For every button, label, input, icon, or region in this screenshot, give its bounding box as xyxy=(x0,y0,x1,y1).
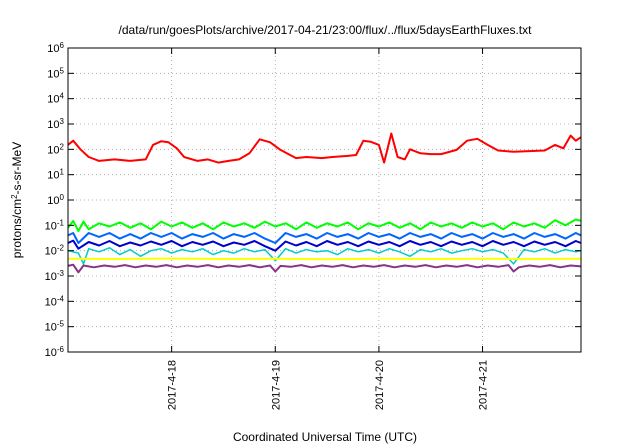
series-line-5 xyxy=(67,239,582,252)
y-tick-label: 103 xyxy=(47,117,64,132)
y-tick-label: 10-1 xyxy=(45,218,65,233)
y-axis-label-pre: protons/cm xyxy=(10,199,24,258)
y-tick-label: 102 xyxy=(47,142,64,157)
y-tick-label: 104 xyxy=(47,91,64,106)
x-tick-label: 2017-4-19 xyxy=(270,360,282,410)
y-axis-label-post: -s-sr-MeV xyxy=(10,142,24,195)
series-line-2 xyxy=(67,218,582,232)
series-line-4 xyxy=(67,232,582,244)
series-line-1 xyxy=(67,132,582,164)
y-tick-label: 106 xyxy=(47,41,64,56)
series-line-6 xyxy=(67,257,582,261)
y-tick-label: 10-5 xyxy=(45,319,65,334)
x-tick-label: 2017-4-20 xyxy=(374,360,386,410)
y-tick-label: 10-2 xyxy=(45,243,65,258)
y-tick-label: 105 xyxy=(47,66,64,81)
series-line-7 xyxy=(67,263,582,274)
y-tick-label: 101 xyxy=(47,167,64,182)
chart-title: /data/run/goesPlots/archive/2017-04-21/2… xyxy=(119,23,533,37)
y-tick-label: 10-4 xyxy=(45,294,65,309)
y-tick-label: 10-3 xyxy=(45,269,65,284)
series-layer xyxy=(67,132,582,274)
y-axis-label: protons/cm2-s-sr-MeV xyxy=(10,142,25,258)
x-tick-label: 2017-4-21 xyxy=(478,360,490,410)
series-line-3 xyxy=(67,247,582,265)
x-tick-label: 2017-4-18 xyxy=(167,360,179,410)
y-tick-label: 100 xyxy=(47,193,64,208)
y-tick-label: 10-6 xyxy=(45,345,65,360)
x-tick-labels: 2017-4-18 2017-4-19 2017-4-20 2017-4-21 xyxy=(167,360,490,410)
grid-lines xyxy=(68,48,581,352)
x-axis-label: Coordinated Universal Time (UTC) xyxy=(233,430,417,444)
tick-marks xyxy=(68,47,581,353)
y-axis-label-sup: 2 xyxy=(10,194,19,199)
y-tick-labels: 10-6 10-5 10-4 10-3 10-2 10-1 100 101 102 103 104 1… xyxy=(45,41,65,360)
